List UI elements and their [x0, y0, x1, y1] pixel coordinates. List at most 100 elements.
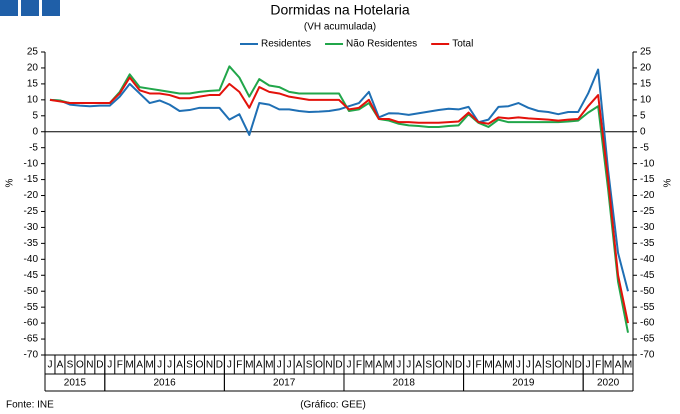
- y2-tick-label: -55: [640, 302, 655, 313]
- x-tick-label: M: [365, 360, 373, 371]
- y2-tick-label: 10: [640, 94, 652, 105]
- year-label: 2020: [597, 378, 620, 389]
- y2-tick-label: 25: [640, 47, 652, 58]
- legend-label: Total: [452, 39, 473, 50]
- y2-tick-label: -15: [640, 174, 655, 185]
- year-label: 2017: [273, 378, 296, 389]
- x-tick-label: A: [57, 360, 64, 371]
- y2-tick-label: -35: [640, 238, 655, 249]
- x-tick-label: O: [554, 360, 562, 371]
- x-tick-label: O: [315, 360, 323, 371]
- x-tick-label: F: [595, 360, 601, 371]
- year-label: 2015: [64, 378, 87, 389]
- y2-tick-label: -40: [640, 254, 655, 265]
- y-tick-label: 20: [27, 63, 39, 74]
- y2-tick-label: -5: [640, 142, 649, 153]
- y-tick-label: -20: [24, 190, 39, 201]
- y-tick-label: 25: [27, 47, 39, 58]
- x-tick-label: J: [526, 360, 531, 371]
- x-tick-label: M: [504, 360, 512, 371]
- y-tick-label: 0: [32, 126, 38, 137]
- x-tick-label: J: [586, 360, 591, 371]
- y-axis-label: %: [5, 178, 16, 187]
- y2-tick-label: -50: [640, 286, 655, 297]
- y-tick-label: -55: [24, 302, 39, 313]
- y-tick-label: -15: [24, 174, 39, 185]
- x-tick-label: M: [145, 360, 153, 371]
- legend-label: Residentes: [261, 39, 311, 50]
- x-tick-label: S: [306, 360, 313, 371]
- x-tick-label: F: [475, 360, 481, 371]
- x-tick-label: S: [545, 360, 552, 371]
- x-tick-label: M: [265, 360, 273, 371]
- x-tick-label: A: [176, 360, 183, 371]
- logo-square: [42, 0, 60, 16]
- chart-title: Dormidas na Hotelaria: [270, 2, 409, 18]
- x-tick-label: M: [385, 360, 393, 371]
- series-line: [49, 68, 629, 292]
- y2-tick-label: 20: [640, 63, 652, 74]
- y-tick-label: -30: [24, 222, 39, 233]
- year-label: 2019: [512, 378, 535, 389]
- x-tick-label: N: [445, 360, 452, 371]
- y2-tick-label: -70: [640, 350, 655, 361]
- y-tick-label: 15: [27, 79, 39, 90]
- y-tick-label: -65: [24, 334, 39, 345]
- y2-tick-label: 0: [640, 126, 646, 137]
- x-tick-label: M: [126, 360, 134, 371]
- y-tick-label: 5: [32, 110, 38, 121]
- x-tick-label: A: [615, 360, 622, 371]
- x-tick-label: A: [415, 360, 422, 371]
- x-tick-label: O: [76, 360, 84, 371]
- year-label: 2016: [153, 378, 176, 389]
- y2-tick-label: 15: [640, 79, 652, 90]
- series-line: [49, 65, 629, 333]
- y2-tick-label: -25: [640, 206, 655, 217]
- y2-tick-label: -60: [640, 318, 655, 329]
- x-tick-label: O: [435, 360, 443, 371]
- x-tick-label: N: [325, 360, 332, 371]
- x-tick-label: S: [425, 360, 432, 371]
- x-tick-label: N: [206, 360, 213, 371]
- x-tick-label: M: [484, 360, 492, 371]
- x-tick-label: F: [356, 360, 362, 371]
- x-tick-label: D: [455, 360, 462, 371]
- y-tick-label: -50: [24, 286, 39, 297]
- x-tick-label: F: [117, 360, 123, 371]
- legend-label: Não Residentes: [346, 39, 417, 50]
- source: Fonte: INE: [6, 400, 54, 411]
- x-tick-label: N: [86, 360, 93, 371]
- x-tick-label: J: [396, 360, 401, 371]
- x-tick-label: J: [516, 360, 521, 371]
- chart-subtitle: (VH acumulada): [304, 22, 376, 33]
- x-tick-label: J: [277, 360, 282, 371]
- x-tick-label: A: [296, 360, 303, 371]
- x-tick-label: O: [196, 360, 204, 371]
- y-tick-label: -10: [24, 158, 39, 169]
- y-tick-label: -35: [24, 238, 39, 249]
- x-tick-label: M: [624, 360, 632, 371]
- x-tick-label: J: [47, 360, 52, 371]
- y2-tick-label: -10: [640, 158, 655, 169]
- logo-square: [21, 0, 39, 16]
- y2-tick-label: -65: [640, 334, 655, 345]
- y-tick-label: -5: [29, 142, 38, 153]
- x-tick-label: J: [227, 360, 232, 371]
- series-line: [49, 76, 629, 324]
- x-tick-label: S: [186, 360, 193, 371]
- x-tick-label: A: [136, 360, 143, 371]
- x-tick-label: N: [565, 360, 572, 371]
- y2-axis-label: %: [663, 178, 674, 187]
- y2-tick-label: 5: [640, 110, 646, 121]
- x-tick-label: A: [376, 360, 383, 371]
- y2-tick-label: -45: [640, 270, 655, 281]
- x-tick-label: F: [236, 360, 242, 371]
- logo-square: [0, 0, 18, 16]
- y-tick-label: -70: [24, 350, 39, 361]
- year-label: 2018: [393, 378, 416, 389]
- y-tick-label: -25: [24, 206, 39, 217]
- x-tick-label: M: [604, 360, 612, 371]
- x-tick-label: J: [157, 360, 162, 371]
- x-tick-label: A: [495, 360, 502, 371]
